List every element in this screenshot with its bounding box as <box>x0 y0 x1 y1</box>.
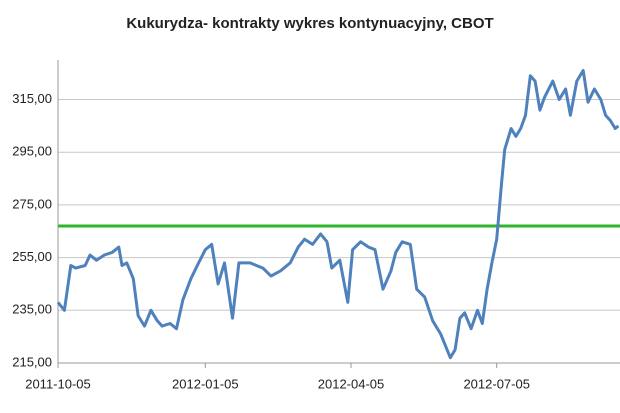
chart-title: Kukurydza- kontrakty wykres kontynuacyjn… <box>126 15 493 32</box>
y-tick-label: 315,00 <box>12 91 52 106</box>
y-tick-label: 275,00 <box>12 196 52 211</box>
x-tick-label: 2012-04-05 <box>318 376 385 391</box>
x-tick-label: 2011-10-05 <box>25 376 91 391</box>
y-tick-label: 235,00 <box>12 302 52 317</box>
y-tick-label: 295,00 <box>12 144 52 159</box>
data-line <box>56 69 620 360</box>
x-tick-label: 2012-01-05 <box>172 376 239 391</box>
y-tick-label: 215,00 <box>12 354 52 369</box>
x-tick-label: 2012-07-05 <box>463 376 530 391</box>
y-tick-label: 255,00 <box>12 249 52 264</box>
